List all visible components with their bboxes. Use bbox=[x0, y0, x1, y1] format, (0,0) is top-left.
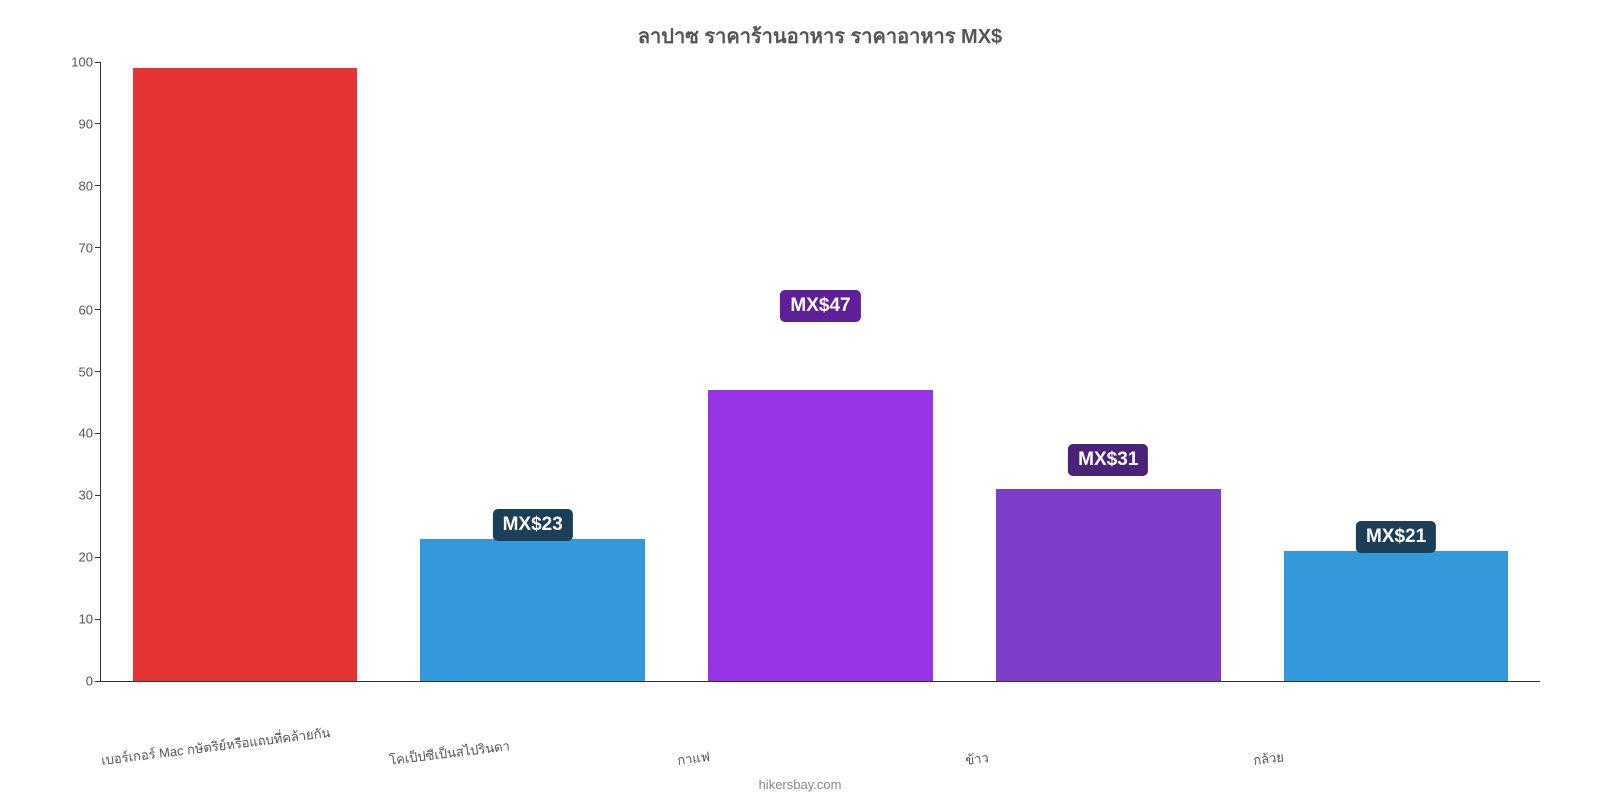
bar: MX$31 bbox=[996, 489, 1220, 681]
bar-value-label: MX$21 bbox=[1356, 521, 1436, 553]
bar-slot: MX$47 bbox=[677, 62, 965, 681]
y-tick-mark bbox=[95, 371, 101, 372]
y-tick-label: 100 bbox=[71, 55, 93, 70]
y-tick-mark bbox=[95, 619, 101, 620]
bar-value-label: MX$23 bbox=[493, 509, 573, 541]
chart-title: ลาปาซ ราคาร้านอาหาร ราคาอาหาร MX$ bbox=[100, 20, 1540, 52]
y-tick-label: 10 bbox=[79, 612, 93, 627]
bar-slot: MX$21 bbox=[1252, 62, 1540, 681]
y-tick-mark bbox=[95, 123, 101, 124]
y-tick-mark bbox=[95, 309, 101, 310]
bar-slot: MX$99 bbox=[101, 62, 389, 681]
x-axis-label: กล้วย bbox=[1252, 746, 1285, 771]
bar: MX$99 bbox=[133, 68, 357, 681]
y-tick-mark bbox=[95, 433, 101, 434]
y-tick-label: 60 bbox=[79, 302, 93, 317]
bar-slot: MX$31 bbox=[964, 62, 1252, 681]
plot-area: 0102030405060708090100 MX$99MX$23MX$47MX… bbox=[100, 62, 1540, 682]
y-tick-label: 40 bbox=[79, 426, 93, 441]
y-tick-mark bbox=[95, 247, 101, 248]
y-tick-mark bbox=[95, 495, 101, 496]
y-tick-label: 90 bbox=[79, 116, 93, 131]
bar: MX$47 bbox=[708, 390, 932, 681]
chart-container: ลาปาซ ราคาร้านอาหาร ราคาอาหาร MX$ 0 10 20 3… bbox=[0, 0, 1600, 800]
bar: MX$21 bbox=[1284, 551, 1508, 681]
bar-value-label: MX$31 bbox=[1068, 444, 1148, 476]
bar-value-label: MX$47 bbox=[780, 290, 860, 322]
y-tick-mark bbox=[95, 185, 101, 186]
x-axis-label: โคเป็ปซีเป็นสไปรินดา bbox=[388, 735, 511, 771]
y-tick-label: 0 bbox=[86, 674, 93, 689]
y-tick-mark bbox=[95, 62, 101, 63]
y-tick-mark bbox=[95, 681, 101, 682]
y-axis: 0102030405060708090100 bbox=[51, 62, 101, 681]
y-tick-label: 80 bbox=[79, 178, 93, 193]
x-axis-label: เบอร์เกอร์ Mac กษัตริย์หรือแถบที่คล้ายกั… bbox=[100, 722, 331, 771]
x-axis-label: ข้าว bbox=[964, 747, 990, 771]
y-tick-label: 20 bbox=[79, 550, 93, 565]
y-tick-label: 30 bbox=[79, 488, 93, 503]
bar: MX$23 bbox=[420, 539, 644, 681]
x-axis-label: กาแฟ bbox=[676, 746, 711, 771]
bar-slot: MX$23 bbox=[389, 62, 677, 681]
y-tick-label: 70 bbox=[79, 240, 93, 255]
y-tick-mark bbox=[95, 557, 101, 558]
bars-area: MX$99 MX$23 MX$47 MX$31 MX$21 bbox=[101, 62, 1540, 681]
y-tick-label: 50 bbox=[79, 364, 93, 379]
attribution-text: hikersbay.com bbox=[0, 777, 1600, 792]
